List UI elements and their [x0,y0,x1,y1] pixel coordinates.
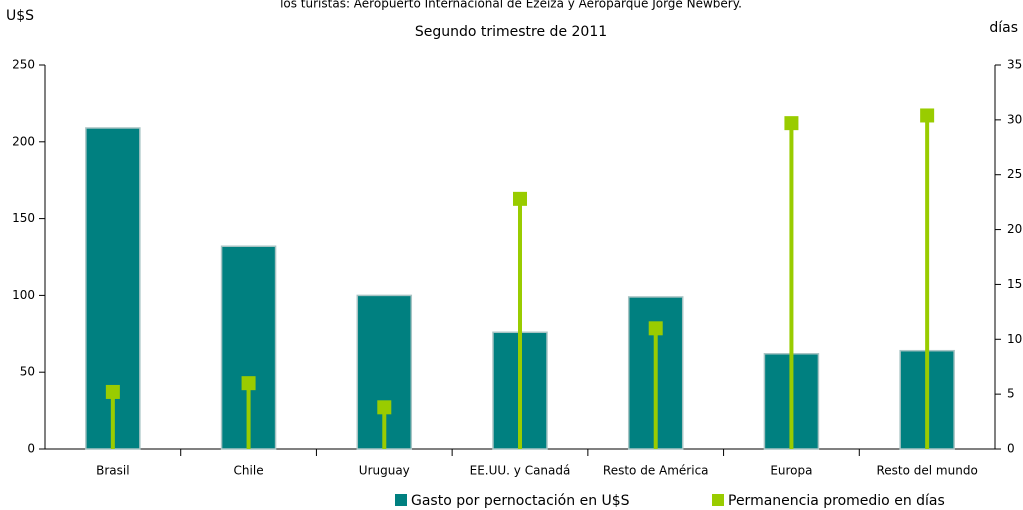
legend-label: Permanencia promedio en días [728,493,945,509]
y-tick-label: 100 [12,288,35,302]
y2-tick-label: 30 [1007,112,1022,126]
y2-tick-label: 20 [1007,222,1022,236]
x-tick-label: Brasil [96,464,129,478]
x-tick-label: Resto del mundo [876,464,977,478]
y-tick-label: 50 [20,365,35,379]
y2-tick-label: 15 [1007,277,1022,291]
y2-tick-label: 35 [1007,58,1022,72]
y2-tick-label: 5 [1007,387,1015,401]
stem-marker [648,321,663,336]
stem-marker [513,191,527,206]
y-tick-label: 200 [12,134,35,148]
y2-tick-label: 10 [1007,332,1022,346]
chart-subtitle: Segundo trimestre de 2011 [415,24,607,40]
y-tick-label: 0 [27,442,35,456]
y-tick-label: 250 [12,58,35,72]
y-axis-label: U$S [6,8,34,24]
x-tick-label: EE.UU. y Canadá [470,464,571,478]
legend-swatch [712,494,724,506]
x-tick-label: Europa [770,464,812,478]
x-tick-label: Chile [234,464,264,478]
chart-title: los turistas: Aeropuerto Internacional d… [280,0,742,11]
x-tick-label: Resto de América [603,464,709,478]
y2-tick-label: 0 [1007,442,1015,456]
legend-swatch [395,494,407,506]
y2-axis-label: días [989,20,1018,36]
y-tick-label: 150 [12,211,35,225]
stem-marker [241,376,256,391]
stem-marker [920,108,935,123]
stem-marker [784,116,799,131]
stem-marker [377,400,392,415]
stem-marker [105,384,120,399]
legend-label: Gasto por pernoctación en U$S [411,493,630,509]
y2-tick-label: 25 [1007,167,1022,181]
x-tick-label: Uruguay [359,464,410,478]
